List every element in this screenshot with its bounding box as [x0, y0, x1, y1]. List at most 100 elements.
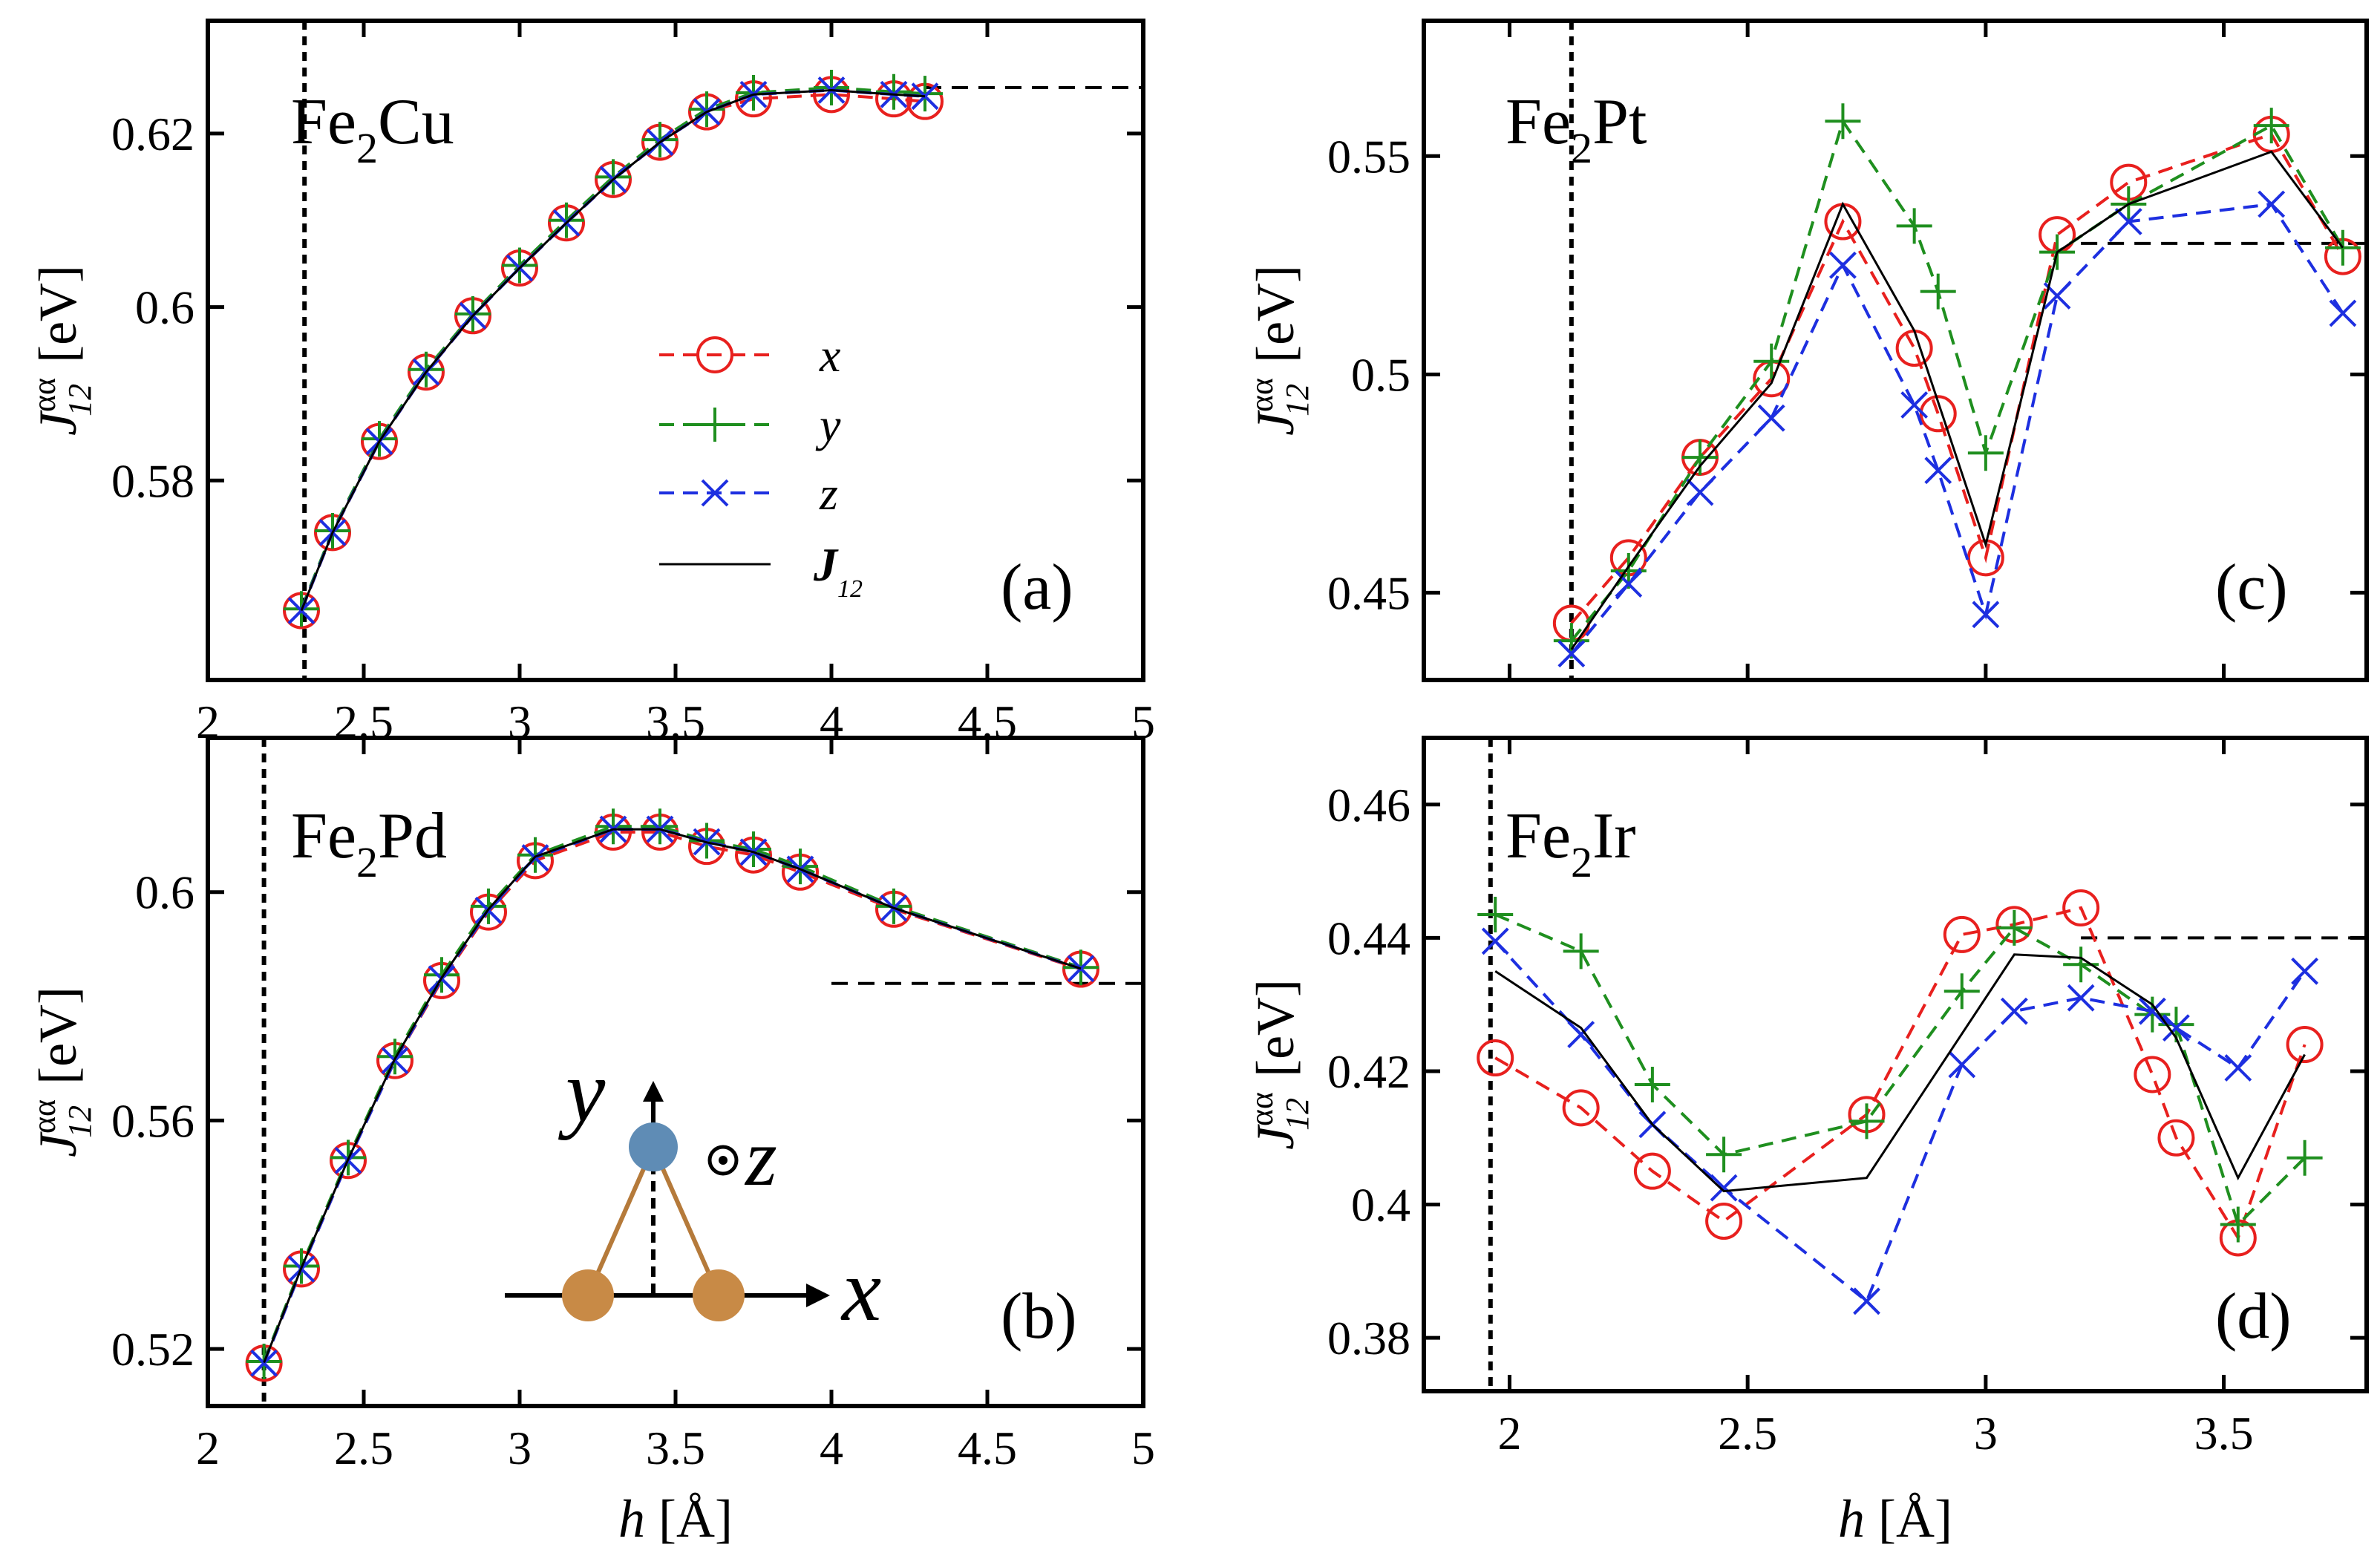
y-tick-label: 0.52	[111, 1323, 194, 1376]
data-point-y	[502, 247, 537, 284]
series-line-J12	[300, 88, 926, 612]
data-point-z	[2000, 997, 2028, 1025]
data-point-y	[689, 91, 725, 128]
y-tick-label: 0.4	[1351, 1179, 1410, 1232]
x-axis-title-right: h [Å]	[1838, 1489, 1952, 1549]
data-point-x	[2157, 1119, 2195, 1157]
x-tick-label: 4	[820, 1422, 843, 1474]
data-point-z	[1757, 404, 1785, 432]
x-tick-label: 3	[1974, 1407, 1998, 1459]
x-tick-label: 3	[508, 1422, 532, 1474]
series-line-z	[262, 828, 1082, 1364]
series-line-y	[1570, 117, 2344, 642]
x-tick-label: 3.5	[646, 1422, 705, 1474]
data-point-y	[471, 888, 506, 924]
y-tick-label: 0.42	[1327, 1045, 1410, 1098]
x-tick-label: 2	[1497, 1407, 1521, 1459]
data-point-z	[1710, 1174, 1738, 1202]
data-point-z	[250, 1349, 278, 1377]
y-tick-label: 0.46	[1327, 779, 1410, 831]
legend-marker-plus	[698, 408, 732, 442]
data-point-z	[1557, 640, 1586, 668]
series-line-y	[1494, 913, 2307, 1228]
data-point-x	[2286, 1026, 2324, 1064]
data-point-y	[2063, 946, 2099, 983]
inset-label-x: x	[840, 1240, 881, 1339]
geometry-inset: y z x	[505, 1042, 881, 1339]
legend-item-x: x	[659, 329, 840, 382]
data-point-z	[2329, 299, 2357, 327]
panel-c-letter: (c)	[2215, 552, 2288, 624]
data-point-y	[1706, 1137, 1742, 1173]
inset-label-y: y	[558, 1042, 606, 1140]
legend: x y z J12	[659, 329, 863, 603]
data-point-y	[2286, 1140, 2323, 1176]
series-line-J12	[263, 828, 1082, 1364]
data-point-y	[377, 1039, 413, 1075]
y-tick-label: 0.5	[1351, 348, 1410, 401]
y-tick-label: 0.45	[1327, 566, 1410, 619]
x-tick-label: 2	[196, 1422, 220, 1474]
series-line-z	[1570, 202, 2344, 655]
data-point-y	[549, 202, 584, 238]
atom-top	[629, 1122, 678, 1171]
inset-label-z: z	[744, 1112, 777, 1203]
data-point-y	[1848, 1103, 1885, 1140]
series-line-J12	[1494, 953, 2306, 1193]
data-point-y	[907, 76, 943, 112]
y-tick-label: 0.56	[111, 1094, 194, 1147]
panel-a: 2 2.5 3 3.5 4 4.5 50.580.60.62 Fe2Cu (a) x y z	[111, 19, 1155, 748]
data-point-z	[2258, 190, 2286, 218]
data-point-y	[782, 849, 818, 885]
data-point-y	[2324, 229, 2361, 266]
y-axis-title-d: Jαα12[eV]	[1243, 979, 1315, 1150]
x-tick-label: 2.5	[1718, 1407, 1777, 1459]
data-point-z	[2162, 1014, 2190, 1042]
bond-left	[586, 1145, 656, 1297]
atom-bottom-left	[562, 1269, 614, 1321]
x-tick-label: 2.5	[334, 1422, 393, 1474]
data-point-z	[1948, 1050, 1976, 1079]
y-tick-label: 0.6	[135, 281, 194, 334]
data-point-y	[2220, 1206, 2256, 1243]
legend-item-y: y	[659, 399, 841, 451]
series-line-x	[1494, 906, 2307, 1242]
x-tick-label: 3.5	[2194, 1407, 2254, 1459]
panel-d-frame	[1422, 736, 2369, 1393]
data-point-y	[2253, 108, 2289, 144]
data-point-z	[1924, 457, 1952, 485]
panel-d-letter: (d)	[2215, 1281, 2292, 1353]
data-point-x	[1705, 1203, 1743, 1240]
data-point-x	[1895, 330, 1933, 367]
data-point-z	[1615, 570, 1643, 598]
atom-bottom-right	[693, 1269, 745, 1321]
panel-a-title: Fe2Cu	[291, 86, 454, 172]
legend-marker-circle	[696, 336, 733, 373]
x-tick-label: 5	[1131, 1422, 1155, 1474]
series-line-y	[262, 825, 1082, 1362]
y-tick-label: 0.62	[111, 108, 194, 160]
panel-d: 2 2.5 3 3.5 0.38 0.4 0.42 0.44 0.46 Fe2Ir (d)	[1327, 736, 2369, 1459]
legend-label-j12: J12	[813, 538, 863, 603]
data-point-y	[1682, 439, 1719, 476]
panel-c-frame	[1422, 19, 2369, 682]
data-point-y	[408, 351, 444, 388]
data-point-z	[2138, 997, 2166, 1025]
data-point-y	[1634, 1066, 1670, 1102]
data-point-y	[1477, 896, 1514, 932]
data-point-x	[1477, 1039, 1514, 1077]
data-point-y	[517, 837, 553, 873]
panel-b-title: Fe2Pd	[291, 800, 447, 886]
data-point-y	[424, 957, 460, 993]
panel-b-letter: (b)	[1001, 1281, 1077, 1353]
series-line-x	[262, 830, 1082, 1364]
data-point-y	[362, 421, 397, 457]
y-axis-title-c: Jαα12[eV]	[1243, 265, 1315, 436]
y-axis-title-b: Jαα12[eV]	[26, 987, 98, 1157]
data-point-z	[2114, 208, 2142, 235]
legend-label-x: x	[819, 329, 840, 382]
y-tick-label: 0.44	[1327, 912, 1410, 964]
data-point-y	[1943, 973, 1980, 1010]
data-point-x	[2062, 889, 2100, 926]
